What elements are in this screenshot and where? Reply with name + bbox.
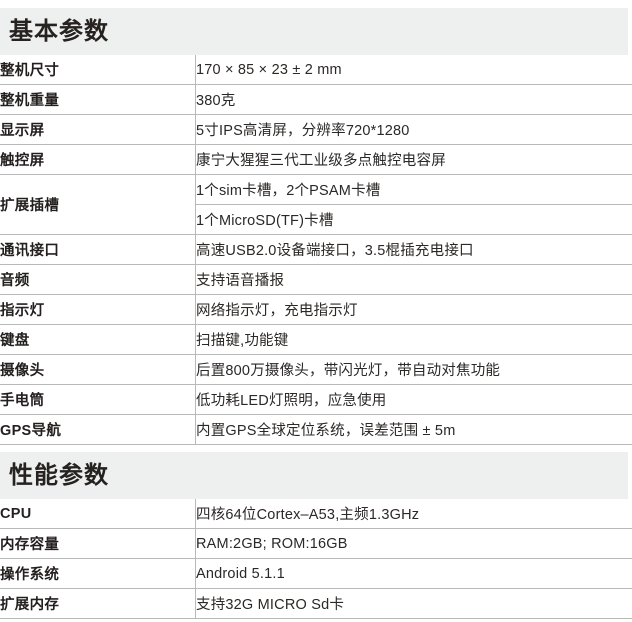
row-value: 网络指示灯，充电指示灯 bbox=[195, 294, 632, 325]
row-value: 后置800万摄像头，带闪光灯，带自动对焦功能 bbox=[195, 354, 632, 385]
row-value: 170 × 85 × 23 ± 2 mm bbox=[195, 55, 632, 85]
table-row: 扩展内存 支持32G MICRO Sd卡 bbox=[0, 588, 632, 619]
table-row: GPS导航 内置GPS全球定位系统，误差范围 ± 5m bbox=[0, 414, 632, 445]
row-value: 康宁大猩猩三代工业级多点触控电容屏 bbox=[195, 144, 632, 175]
table-row: 通讯接口 高速USB2.0设备端接口，3.5棍插充电接口 bbox=[0, 234, 632, 265]
row-value: 支持语音播报 bbox=[195, 264, 632, 295]
row-label: 通讯接口 bbox=[0, 234, 196, 265]
section-title-basic: 基本参数 bbox=[9, 17, 109, 45]
row-value: 高速USB2.0设备端接口，3.5棍插充电接口 bbox=[195, 234, 632, 265]
table-row: 1个MicroSD(TF)卡槽 bbox=[0, 204, 632, 235]
table-row: 操作系统 Android 5.1.1 bbox=[0, 558, 632, 589]
table-row: 触控屏 康宁大猩猩三代工业级多点触控电容屏 bbox=[0, 144, 632, 175]
table-row: 键盘 扫描键,功能键 bbox=[0, 324, 632, 355]
row-label: 指示灯 bbox=[0, 294, 196, 325]
table-row: 摄像头 后置800万摄像头，带闪光灯，带自动对焦功能 bbox=[0, 354, 632, 385]
table-row: 扩展插槽 1个sim卡槽，2个PSAM卡槽 bbox=[0, 174, 632, 235]
row-value: 扫描键,功能键 bbox=[195, 324, 632, 355]
row-label: 整机尺寸 bbox=[0, 55, 196, 85]
table-row: 指示灯 网络指示灯，充电指示灯 bbox=[0, 294, 632, 325]
row-label: GPS导航 bbox=[0, 414, 196, 445]
row-value: 5寸IPS高清屏，分辨率720*1280 bbox=[195, 114, 632, 145]
row-value: 四核64位Cortex–A53,主频1.3GHz bbox=[195, 499, 632, 529]
row-value: Android 5.1.1 bbox=[195, 558, 632, 589]
row-value: 1个MicroSD(TF)卡槽 bbox=[195, 204, 632, 235]
row-label: 整机重量 bbox=[0, 84, 196, 115]
row-label: 操作系统 bbox=[0, 558, 196, 589]
section-title-performance: 性能参数 bbox=[9, 461, 109, 489]
table-row: CPU 四核64位Cortex–A53,主频1.3GHz bbox=[0, 499, 632, 529]
row-label: 键盘 bbox=[0, 324, 196, 355]
table-row: 音频 支持语音播报 bbox=[0, 264, 632, 295]
row-label: 扩展插槽 bbox=[0, 174, 196, 235]
row-value: 1个sim卡槽，2个PSAM卡槽 bbox=[195, 174, 632, 205]
row-label: 显示屏 bbox=[0, 114, 196, 145]
row-value: 380克 bbox=[195, 84, 632, 115]
spec-table-performance: CPU 四核64位Cortex–A53,主频1.3GHz 内存容量 RAM:2G… bbox=[0, 499, 632, 619]
row-value: 内置GPS全球定位系统，误差范围 ± 5m bbox=[195, 414, 632, 445]
section-header-basic: 基本参数 bbox=[0, 8, 628, 55]
row-value: RAM:2GB; ROM:16GB bbox=[195, 528, 632, 559]
row-label: CPU bbox=[0, 499, 196, 529]
top-spacer bbox=[0, 0, 632, 8]
table-row: 内存容量 RAM:2GB; ROM:16GB bbox=[0, 528, 632, 559]
spec-table-basic: 整机尺寸 170 × 85 × 23 ± 2 mm 整机重量 380克 显示屏 … bbox=[0, 55, 632, 445]
row-label: 内存容量 bbox=[0, 528, 196, 559]
row-label: 触控屏 bbox=[0, 144, 196, 175]
row-value: 支持32G MICRO Sd卡 bbox=[195, 588, 632, 619]
section-header-performance: 性能参数 bbox=[0, 452, 628, 499]
row-value: 低功耗LED灯照明，应急使用 bbox=[195, 384, 632, 415]
row-label: 手电筒 bbox=[0, 384, 196, 415]
section-basic-parameters: 基本参数 整机尺寸 170 × 85 × 23 ± 2 mm 整机重量 380克… bbox=[0, 8, 632, 445]
row-label: 扩展内存 bbox=[0, 588, 196, 619]
table-row: 显示屏 5寸IPS高清屏，分辨率720*1280 bbox=[0, 114, 632, 145]
table-row: 整机重量 380克 bbox=[0, 84, 632, 115]
section-performance-parameters: 性能参数 CPU 四核64位Cortex–A53,主频1.3GHz 内存容量 R… bbox=[0, 452, 632, 619]
table-row: 手电筒 低功耗LED灯照明，应急使用 bbox=[0, 384, 632, 415]
row-label: 音频 bbox=[0, 264, 196, 295]
row-label: 摄像头 bbox=[0, 354, 196, 385]
table-row: 整机尺寸 170 × 85 × 23 ± 2 mm bbox=[0, 55, 632, 85]
